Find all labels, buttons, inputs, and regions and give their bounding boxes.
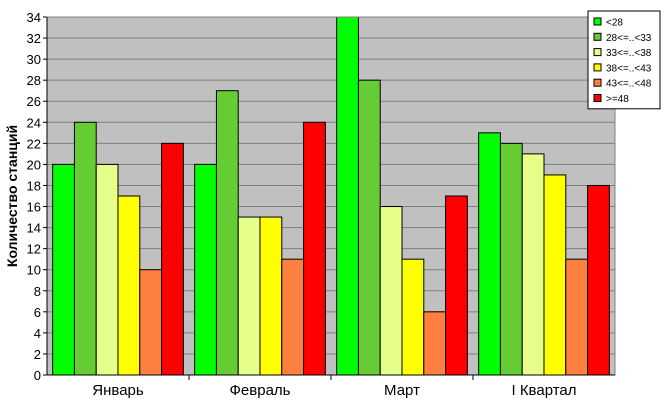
y-tick-label: 18	[27, 178, 41, 193]
legend-swatch	[593, 78, 602, 87]
legend-label: 33<=..<38	[606, 48, 652, 59]
y-tick-label: 34	[27, 10, 41, 25]
bar	[587, 184, 610, 376]
bar	[336, 16, 359, 376]
y-axis-title: Количество станций	[4, 125, 20, 267]
legend-label: 43<=..<48	[606, 79, 652, 90]
legend-swatch	[593, 32, 602, 41]
bar	[565, 258, 589, 376]
y-tick-label: 30	[27, 52, 41, 67]
y-tick-label: 28	[27, 73, 41, 88]
x-category-label: Январь	[92, 382, 144, 399]
x-category-labels: Январь Февраль Март I Квартал	[92, 382, 576, 399]
y-tick-label: 10	[27, 263, 41, 278]
y-tick-label: 14	[27, 221, 41, 236]
legend-box	[587, 10, 661, 110]
y-tick-label: 12	[27, 242, 41, 257]
bar	[161, 142, 184, 376]
bar	[281, 258, 305, 376]
y-tick-label: 26	[27, 94, 41, 109]
bar	[499, 142, 523, 376]
x-category-label: I Квартал	[511, 382, 576, 399]
legend-label: <28	[606, 18, 623, 29]
legend-swatch	[593, 17, 602, 26]
y-tick-label: 22	[27, 136, 41, 151]
legend: <28 28<=..<33 33<=..<38 38<=..<43 43<=..<48 >…	[587, 10, 661, 110]
y-tick-label: 16	[27, 200, 41, 215]
legend-label: 28<=..<33	[606, 33, 652, 44]
bar	[401, 258, 425, 376]
bar	[139, 269, 163, 376]
bar	[194, 163, 217, 376]
bar	[478, 132, 501, 376]
y-tick-label: 8	[34, 284, 41, 299]
y-tick-label: 32	[27, 31, 41, 46]
x-category-label: Февраль	[230, 382, 291, 399]
legend-swatch	[593, 94, 602, 102]
bar	[95, 163, 119, 376]
bar	[423, 311, 447, 376]
bar	[215, 90, 239, 376]
y-tick-label: 24	[27, 115, 41, 130]
y-tick-label: 0	[34, 368, 41, 383]
y-tick-label: 20	[27, 157, 41, 172]
legend-label: >=48	[606, 94, 629, 105]
bar	[379, 206, 403, 376]
axes	[43, 16, 616, 380]
bar	[303, 121, 326, 376]
bar	[521, 153, 545, 376]
y-tick-label: 6	[34, 305, 41, 320]
bar	[117, 195, 141, 376]
bar	[543, 174, 567, 376]
legend-swatch	[593, 48, 602, 57]
bar	[73, 121, 97, 376]
y-tick-label: 2	[34, 347, 41, 362]
bar	[237, 216, 261, 376]
bar	[445, 195, 468, 376]
bar	[357, 79, 381, 376]
bar	[259, 216, 283, 376]
y-tick-label: 4	[34, 326, 41, 341]
x-category-label: Март	[384, 382, 420, 399]
bar	[52, 163, 75, 376]
legend-label: 38<=..<43	[606, 63, 652, 74]
legend-swatch	[593, 63, 602, 72]
